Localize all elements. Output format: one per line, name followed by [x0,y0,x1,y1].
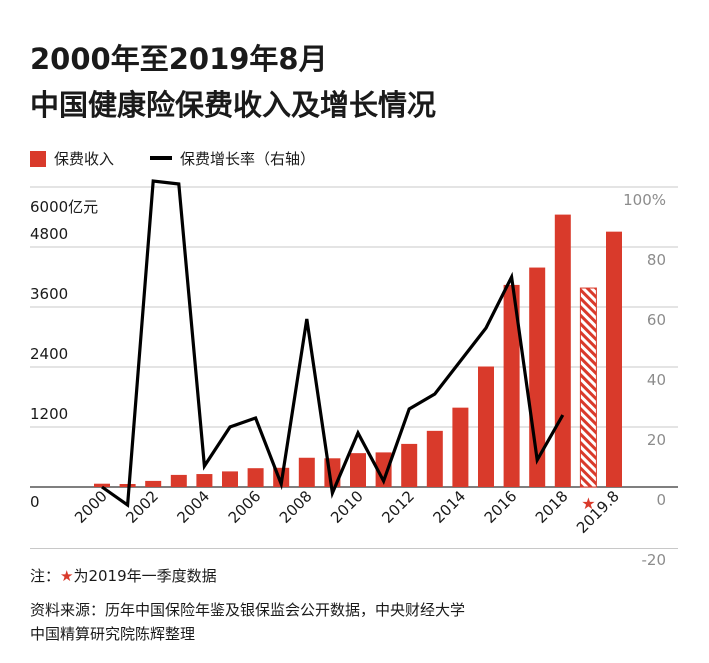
footnote-divider [30,548,678,549]
bar [478,366,494,487]
bar-highlight [579,287,597,488]
bar [350,453,366,487]
bar [606,231,622,487]
right-tick-label: 80 [647,251,666,269]
left-tick-label: 2400 [30,345,68,363]
bar [298,457,315,487]
bar [554,214,571,487]
legend-line-label: 保费增长率（右轴） [180,150,316,168]
right-tick-label: 100% [623,191,666,209]
star-icon: ★ [60,567,74,585]
legend-item-line: 保费增长率（右轴） [150,150,315,168]
x-tick-label: 2016 [481,487,521,527]
bar [145,480,162,487]
left-tick-label: 3600 [30,285,68,303]
x-tick-label: 2006 [225,487,265,527]
bar [401,443,418,487]
bar [247,468,264,487]
right-tick-label: -20 [642,551,667,569]
growth-rate-line [101,179,565,508]
footnote-prefix: 注： [30,567,61,585]
x-tick-label: 2000 [71,487,111,527]
x-tick-label: 2018 [532,487,572,527]
left-tick-label: 4800 [30,225,68,243]
title-line-2: 中国健康险保费收入及增长情况 [30,88,437,122]
bar [196,474,213,487]
bar [426,430,443,487]
x-tick-label: 2012 [378,487,418,527]
right-tick-label: 60 [647,311,666,329]
x-tick-label: 2008 [276,487,316,527]
x-tick-label: 2004 [173,487,213,527]
left-tick-label: 1200 [30,405,68,423]
source-line-1: 资料来源：历年中国保险年鉴及银保监会公开数据，中央财经大学 [30,601,466,619]
legend-line-swatch [150,156,172,160]
bar [503,284,520,487]
bar [170,474,187,487]
footnote-text: 为2019年一季度数据 [73,567,217,585]
right-tick-label: 20 [647,431,666,449]
bar [375,452,392,487]
chart-title: 2000年至2019年8月 中国健康险保费收入及增长情况 [30,36,436,128]
bar [222,471,238,487]
right-tick-label: 0 [656,491,666,509]
x-tick-label: 2014 [429,487,469,527]
star-marker-icon: ★ [581,494,595,513]
legend-bar-swatch [30,151,46,167]
bar [94,483,110,487]
right-tick-label: 40 [647,371,666,389]
legend-item-bar: 保费收入 [30,150,114,168]
title-line-1: 2000年至2019年8月 [30,42,328,76]
left-axis-top-label: 6000亿元 [30,198,99,216]
left-tick-label: 0 [30,493,40,511]
legend-bar-label: 保费收入 [54,150,115,168]
footnote: 注：★为2019年一季度数据 [30,565,217,587]
source-line-2: 中国精算研究院陈辉整理 [30,625,196,643]
bar [452,407,469,487]
